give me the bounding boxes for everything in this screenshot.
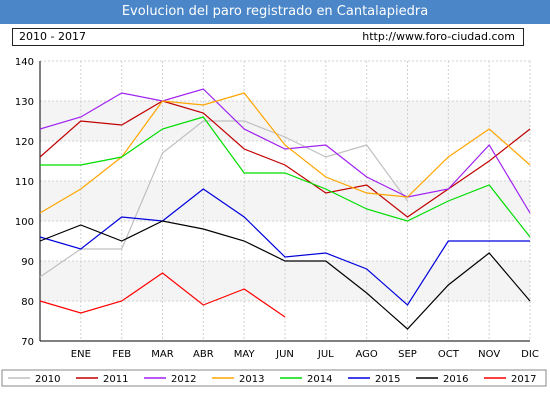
x-tick-label: MAR (151, 349, 173, 360)
series-line-2010 (39, 120, 408, 278)
x-tick-label: ABR (193, 349, 214, 360)
legend-box (1, 369, 547, 387)
info-bar: 2010 - 2017 http://www.foro-ciudad.com (12, 28, 524, 46)
series-line-2015 (39, 188, 530, 306)
x-tick-label: FEB (112, 349, 131, 360)
x-tick-label: ENE (71, 349, 91, 360)
legend-label-2011: 2011 (103, 374, 128, 385)
legend-label-2017: 2017 (511, 374, 536, 385)
x-tick-label: NOV (478, 349, 500, 360)
x-tick-label: AGO (356, 349, 378, 360)
x-tick-label: DIC (521, 349, 539, 360)
legend-label-2015: 2015 (375, 374, 400, 385)
period-label: 2010 - 2017 (19, 30, 86, 43)
legend-label-2013: 2013 (239, 374, 264, 385)
y-tick-label: 130 (15, 97, 34, 108)
y-tick-label: 120 (15, 137, 34, 148)
legend-label-2016: 2016 (443, 374, 468, 385)
x-tick-label: SEP (398, 349, 417, 360)
x-tick-label: JUL (317, 349, 334, 360)
x-tick-label: OCT (438, 349, 460, 360)
source-url: http://www.foro-ciudad.com (362, 30, 515, 43)
y-tick-label: 140 (15, 57, 34, 68)
chart-title: Evolucion del paro registrado en Cantala… (0, 0, 550, 24)
y-tick-label: 90 (21, 257, 34, 268)
series-line-2016 (39, 220, 531, 330)
y-tick-label: 80 (21, 297, 34, 308)
x-tick-label: MAY (234, 349, 256, 360)
series-line-2014 (40, 116, 531, 238)
series-line-2017 (39, 272, 286, 318)
series-line-2012 (39, 88, 531, 214)
y-tick-label: 100 (15, 217, 34, 228)
legend-label-2014: 2014 (307, 374, 332, 385)
legend-label-2012: 2012 (171, 374, 196, 385)
legend-label-2010: 2010 (35, 374, 60, 385)
y-tick-label: 110 (15, 177, 34, 188)
y-tick-label: 70 (21, 337, 34, 348)
x-tick-label: JUN (275, 349, 294, 360)
